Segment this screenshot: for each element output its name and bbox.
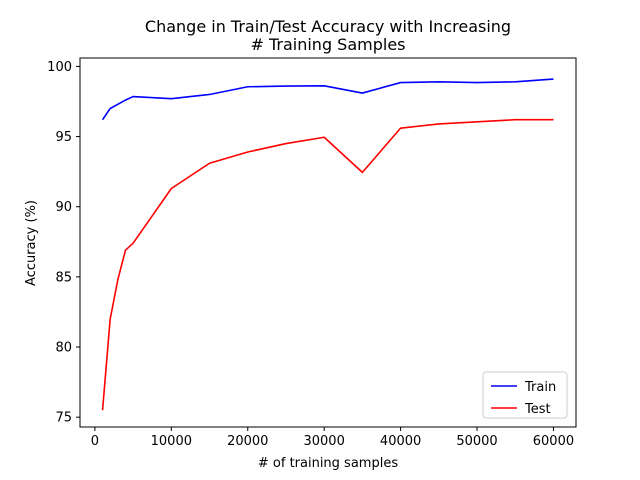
legend-box xyxy=(482,371,568,419)
y-tick-label: 95 xyxy=(55,130,72,145)
plot-area: 0 10000 20000 30000 40000 50000 60000 75 80 85 90 9… xyxy=(47,57,577,449)
legend-label-train: Train xyxy=(524,380,556,395)
x-tick-label: 20000 xyxy=(227,434,268,449)
x-tick-label: 30000 xyxy=(303,434,344,449)
x-tick-label: 50000 xyxy=(456,434,497,449)
y-tick-label: 75 xyxy=(55,411,72,426)
series-line-train xyxy=(101,78,554,121)
y-axis-label: Accuracy (%) xyxy=(24,200,39,286)
y-tick-label: 90 xyxy=(55,200,72,215)
x-tick-label: 40000 xyxy=(380,434,421,449)
series-line-test xyxy=(101,118,554,411)
legend: Train Test xyxy=(482,371,568,419)
y-tick-label: 85 xyxy=(55,270,72,285)
x-tick-label: 10000 xyxy=(151,434,192,449)
chart-title-line-2: # Training Samples xyxy=(250,35,405,54)
y-tick-label: 80 xyxy=(55,341,72,356)
x-axis-label: # of training samples xyxy=(258,456,398,471)
legend-label-test: Test xyxy=(524,402,551,417)
x-tick-label: 0 xyxy=(91,434,99,449)
y-tick-label: 100 xyxy=(47,60,72,75)
plot-frame xyxy=(79,57,577,428)
x-tick-label: 60000 xyxy=(533,434,574,449)
chart-title-line-1: Change in Train/Test Accuracy with Incre… xyxy=(145,17,511,36)
